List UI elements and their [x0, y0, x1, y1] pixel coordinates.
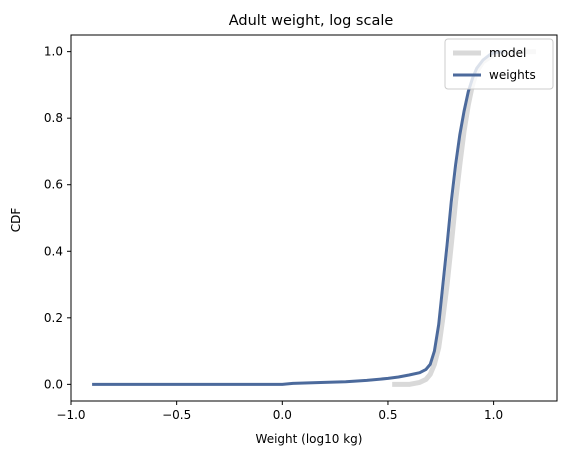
y-axis-label: CDF: [9, 208, 23, 233]
axes-frame: [70, 34, 558, 402]
y-tick-label: 0.2: [44, 311, 63, 325]
y-tick-label: 0.4: [44, 244, 63, 258]
x-tick-label: 1.0: [484, 408, 503, 422]
plot-background: [71, 35, 557, 401]
plot-area: [71, 35, 557, 401]
x-axis-label: Weight (log10 kg): [256, 432, 363, 446]
y-tick-label: 1.0: [44, 45, 63, 59]
x-tick-label: −0.5: [162, 408, 191, 422]
x-tick-label: 0.5: [378, 408, 397, 422]
chart-title: Adult weight, log scale: [229, 13, 394, 29]
legend-label-weights: weights: [489, 68, 536, 82]
y-tick-label: 0.8: [44, 111, 63, 125]
y-tick-label: 0.0: [44, 377, 63, 391]
x-tick-label: 0.0: [273, 408, 292, 422]
legend-label-model: model: [489, 46, 526, 60]
chart-legend: model weights: [444, 38, 554, 90]
axes-layer: −1.0 −0.5 0.0 0.5 1.0 0.0 0.2 0.4 0.6 0.8 1.0: [44, 34, 558, 422]
y-tick-label: 0.6: [44, 178, 63, 192]
x-tick-label: −1.0: [56, 408, 85, 422]
